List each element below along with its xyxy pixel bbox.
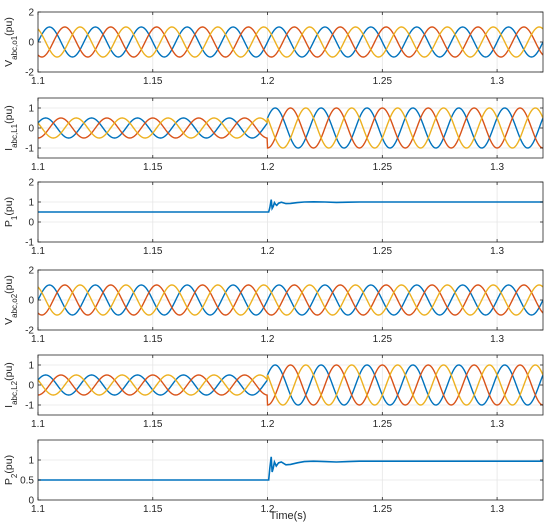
- panel-i-l1-series-3: [38, 107, 543, 149]
- panel-p1-ytick-label: 1: [28, 198, 34, 209]
- panel-v-o2-xtick-label: 1.1: [31, 334, 45, 345]
- panel-i-l2-ytick-label: 0: [28, 381, 34, 392]
- panel-v-o1-series-2: [38, 26, 543, 58]
- panel-v-o1: 1.1 1.15 1.2 1.25 1.3 -2 0 2 Vabc,o1(pu): [3, 8, 544, 87]
- panel-p1-ytick-label: -1: [25, 238, 34, 249]
- panel-i-l2-series-3: [38, 364, 543, 406]
- panel-i-l1-xtick-label: 1.3: [490, 162, 504, 173]
- panel-p1-xtick-label: 1.2: [261, 246, 275, 257]
- panel-i-l2-ytick-label: 1: [28, 361, 34, 372]
- panel-v-o2-y-axis-label: Vabc,o2(pu): [3, 275, 19, 325]
- panel-i-l1-xtick-label: 1.25: [373, 162, 393, 173]
- panel-i-l1-series-group: [38, 107, 543, 149]
- panel-i-l2-series-group: [38, 364, 543, 406]
- panel-v-o1-xtick-label: 1.25: [373, 76, 393, 87]
- panel-p2-series-1: [38, 456, 543, 481]
- panel-p1-ytick-label: 0: [28, 218, 34, 229]
- panel-i-l1-y-axis-label: Iabc,L1(pu): [3, 105, 19, 151]
- panel-v-o2-ytick-label: 0: [28, 296, 34, 307]
- panel-p1-ytick-label: 2: [28, 178, 34, 189]
- panel-i-l1-xtick-label: 1.15: [143, 162, 163, 173]
- panel-v-o1-ytick-label: 0: [28, 38, 34, 49]
- panel-p1: 1.1 1.15 1.2 1.25 1.3 -1 0 1 2 P1(pu): [3, 178, 544, 257]
- panel-p1-xtick-label: 1.1: [31, 246, 45, 257]
- panel-p1-series-1: [38, 199, 543, 213]
- panel-i-l1-xtick-label: 1.2: [261, 162, 275, 173]
- panel-i-l2-xtick-label: 1.25: [373, 419, 393, 430]
- panel-p2-plot-area: [38, 440, 543, 500]
- panel-i-l2-y-axis-label: Iabc,L2(pu): [3, 362, 19, 408]
- panel-v-o2-series-group: [38, 284, 543, 316]
- panel-v-o1-series-group: [38, 26, 543, 58]
- panel-v-o2-xtick-label: 1.2: [261, 334, 275, 345]
- panel-v-o2-xtick-label: 1.15: [143, 334, 163, 345]
- panel-v-o2-series-1: [38, 284, 543, 316]
- panel-i-l2-ytick-label: -1: [25, 401, 34, 412]
- x-axis-label: Time(s): [270, 510, 307, 522]
- panel-v-o2-xtick-label: 1.3: [490, 334, 504, 345]
- panel-p2: 1.1 1.15 1.2 1.25 1.3 0 0.5 1 P2(pu): [3, 439, 544, 515]
- panel-i-l2-xtick-label: 1.1: [31, 419, 45, 430]
- panel-p2-xtick-label: 1.15: [143, 504, 163, 515]
- panel-p1-y-axis-label: P1(pu): [3, 197, 19, 227]
- panel-v-o1-y-axis-label: Vabc,o1(pu): [3, 17, 19, 67]
- panel-i-l2-xtick-label: 1.2: [261, 419, 275, 430]
- panel-v-o2-ytick-label: 2: [28, 266, 34, 277]
- panel-v-o1-series-1: [38, 26, 543, 58]
- panel-p2-xtick-label: 1.25: [373, 504, 393, 515]
- panel-p2-xtick-label: 1.2: [261, 504, 275, 515]
- panel-p1-xtick-label: 1.25: [373, 246, 393, 257]
- panel-i-l1-ytick-label: -1: [25, 144, 34, 155]
- panel-v-o1-ytick-label: -2: [25, 68, 34, 79]
- panel-v-o1-xtick-label: 1.2: [261, 76, 275, 87]
- panel-p1-series-group: [38, 199, 543, 213]
- panel-p2-axes-box: [37, 439, 544, 501]
- panel-i-l1-ytick-label: 1: [28, 104, 34, 115]
- panel-v-o1-xtick-label: 1.15: [143, 76, 163, 87]
- panel-p2-ytick-label: 0: [28, 496, 34, 507]
- panel-p2-xtick-label: 1.3: [490, 504, 504, 515]
- panel-p1-axes-box: [37, 181, 544, 243]
- panel-p2-y-axis-label: P2(pu): [3, 455, 19, 485]
- panel-v-o1-series-3: [38, 26, 543, 58]
- panel-i-l2-xtick-label: 1.15: [143, 419, 163, 430]
- panel-i-l1-xtick-label: 1.1: [31, 162, 45, 173]
- panel-i-l2: 1.1 1.15 1.2 1.25 1.3 -1 0 1 Iabc,L2(pu): [3, 354, 544, 430]
- panel-i-l2-xtick-label: 1.3: [490, 419, 504, 430]
- panel-p2-ytick-label: 0.5: [20, 476, 34, 487]
- panel-i-l1: 1.1 1.15 1.2 1.25 1.3 -1 0 1 Iabc,L1(pu): [3, 97, 544, 173]
- panel-v-o2-series-3: [38, 284, 543, 316]
- panel-v-o1-xtick-label: 1.1: [31, 76, 45, 87]
- panel-v-o2-series-2: [38, 284, 543, 316]
- panel-v-o2-xtick-label: 1.25: [373, 334, 393, 345]
- panel-p1-xtick-label: 1.15: [143, 246, 163, 257]
- panel-v-o2: 1.1 1.15 1.2 1.25 1.3 -2 0 2 Vabc,o2(pu): [3, 266, 544, 345]
- panel-v-o1-xtick-label: 1.3: [490, 76, 504, 87]
- panel-v-o1-ytick-label: 2: [28, 8, 34, 19]
- panel-p1-xtick-label: 1.3: [490, 246, 504, 257]
- panel-v-o2-ytick-label: -2: [25, 326, 34, 337]
- panel-i-l1-ytick-label: 0: [28, 124, 34, 135]
- panel-p2-xtick-label: 1.1: [31, 504, 45, 515]
- panel-p2-ytick-label: 1: [28, 456, 34, 467]
- panel-p2-series-group: [38, 456, 543, 481]
